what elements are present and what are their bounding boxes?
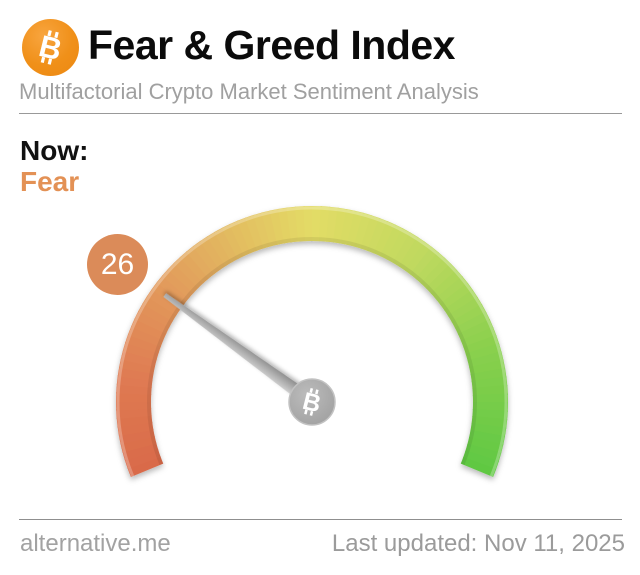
bitcoin-icon [22, 19, 79, 76]
now-label: Now: [20, 135, 89, 166]
gauge-arc-outer-highlight [116, 206, 508, 477]
header-divider [19, 113, 622, 114]
gauge-arc [116, 206, 508, 478]
source-link[interactable]: alternative.me [20, 530, 171, 557]
gauge-needle [163, 293, 317, 408]
footer-divider [19, 519, 622, 520]
page-title: Fear & Greed Index [88, 22, 455, 68]
classification-label: Fear [20, 166, 80, 197]
bitcoin-hub-icon [288, 378, 336, 426]
gauge-arc-inner-shade [147, 237, 477, 466]
value-badge-number: 26 [100, 247, 135, 281]
value-badge: 26 [87, 234, 148, 295]
last-updated-label: Last updated: Nov 11, 2025 [331, 530, 625, 557]
page-subtitle: Multifactorial Crypto Market Sentiment A… [19, 79, 479, 104]
